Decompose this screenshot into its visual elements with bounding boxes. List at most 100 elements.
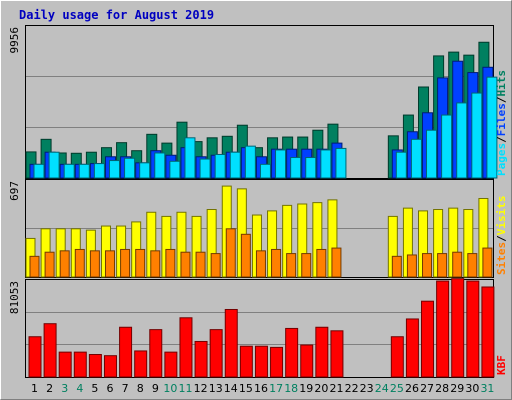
bar-6 <box>103 355 117 378</box>
bar-18 <box>290 157 302 179</box>
bar-17 <box>271 248 282 278</box>
bar-12 <box>199 158 211 179</box>
bar-18 <box>285 327 299 378</box>
bar-19 <box>305 157 317 179</box>
x-tick-label: 15 <box>239 382 253 395</box>
bar-21 <box>331 247 342 278</box>
legend-item: / <box>495 96 508 103</box>
bar-1 <box>33 163 45 179</box>
legend-item: Pages <box>495 143 508 176</box>
bar-1 <box>28 336 42 378</box>
bar-25 <box>390 336 404 378</box>
bar-13 <box>214 153 226 179</box>
x-axis-labels: 1 2 3 4 5 6 7 8 9 10 11 12 13 14 15 16 17 18 19 20 21 22 23 24 2… <box>31 382 494 395</box>
bar-26 <box>405 318 419 378</box>
bar-13 <box>210 253 221 278</box>
x-tick-label: 10 <box>163 382 177 395</box>
x-tick-label: 12 <box>194 382 208 395</box>
bar-10 <box>165 248 176 278</box>
bar-6 <box>104 250 115 278</box>
bar-27 <box>422 253 433 278</box>
bar-14 <box>225 228 236 278</box>
bar-5 <box>93 163 105 179</box>
x-tick-label: 3 <box>61 382 68 395</box>
chart-title: Daily usage for August 2019 <box>19 8 214 22</box>
bar-4 <box>78 163 90 179</box>
bar-20 <box>320 149 332 179</box>
bar-2 <box>43 323 57 378</box>
x-tick-label: 9 <box>152 382 159 395</box>
x-tick-label: 19 <box>299 382 313 395</box>
bar-8 <box>139 162 151 179</box>
bar-16 <box>255 250 266 278</box>
bar-7 <box>119 326 133 378</box>
bar-28 <box>436 280 450 378</box>
bar-10 <box>169 160 181 179</box>
bar-26 <box>406 254 417 278</box>
bar-3 <box>58 351 72 378</box>
bar-4 <box>73 351 87 378</box>
bar-6 <box>108 160 120 179</box>
x-tick-label: 26 <box>405 382 419 395</box>
bar-3 <box>59 250 70 278</box>
legend-item: F <box>495 355 508 362</box>
bar-1 <box>29 255 40 278</box>
bar-12 <box>195 251 206 278</box>
x-tick-label: 14 <box>224 382 238 395</box>
bar-30 <box>471 92 483 179</box>
bar-25 <box>391 255 402 278</box>
x-tick-label: 2 <box>46 382 53 395</box>
bar-9 <box>150 250 161 278</box>
bar-27 <box>421 300 435 378</box>
legend: Sites/Visits <box>495 196 508 276</box>
bar-20 <box>315 326 329 378</box>
bar-30 <box>466 280 480 378</box>
bar-3 <box>63 163 75 179</box>
bar-14 <box>229 151 241 179</box>
legend-item: Sites <box>495 242 508 275</box>
x-tick-label: 4 <box>76 382 83 395</box>
x-tick-label: 25 <box>390 382 404 395</box>
bar-15 <box>240 233 251 278</box>
bar-21 <box>330 330 344 378</box>
x-tick-label: 23 <box>360 382 374 395</box>
bar-20 <box>316 248 327 278</box>
bar-11 <box>180 251 191 278</box>
bar-19 <box>300 344 314 378</box>
bar-31 <box>482 247 493 278</box>
legend: KBF <box>495 355 508 375</box>
x-tick-label: 8 <box>137 382 144 395</box>
bar-27 <box>426 129 438 179</box>
panel-visits-sites: 697 Sites/Visits <box>8 179 508 278</box>
bar-17 <box>275 149 287 179</box>
x-tick-label: 5 <box>91 382 98 395</box>
series-sites <box>29 228 493 278</box>
y-max-label: 9956 <box>8 27 21 54</box>
legend-item: Files <box>495 103 508 136</box>
x-tick-label: 21 <box>329 382 343 395</box>
bar-2 <box>44 251 55 278</box>
series-kb-f <box>28 278 495 378</box>
bar-17 <box>270 346 284 378</box>
bar-28 <box>437 253 448 278</box>
series-pages <box>33 76 498 179</box>
bar-31 <box>486 76 498 179</box>
bar-8 <box>134 350 148 378</box>
bar-29 <box>451 278 465 378</box>
legend-item: Hits <box>495 70 508 97</box>
x-tick-label: 16 <box>254 382 268 395</box>
x-tick-label: 24 <box>375 382 389 395</box>
x-tick-label: 20 <box>314 382 328 395</box>
x-tick-label: 6 <box>107 382 114 395</box>
x-tick-label: 7 <box>122 382 129 395</box>
x-tick-label: 28 <box>435 382 449 395</box>
x-tick-label: 17 <box>269 382 283 395</box>
bar-25 <box>395 151 407 179</box>
bar-28 <box>441 114 453 179</box>
x-tick-label: 22 <box>345 382 359 395</box>
bar-7 <box>124 157 136 179</box>
legend: Pages/Files/Hits <box>495 70 508 176</box>
